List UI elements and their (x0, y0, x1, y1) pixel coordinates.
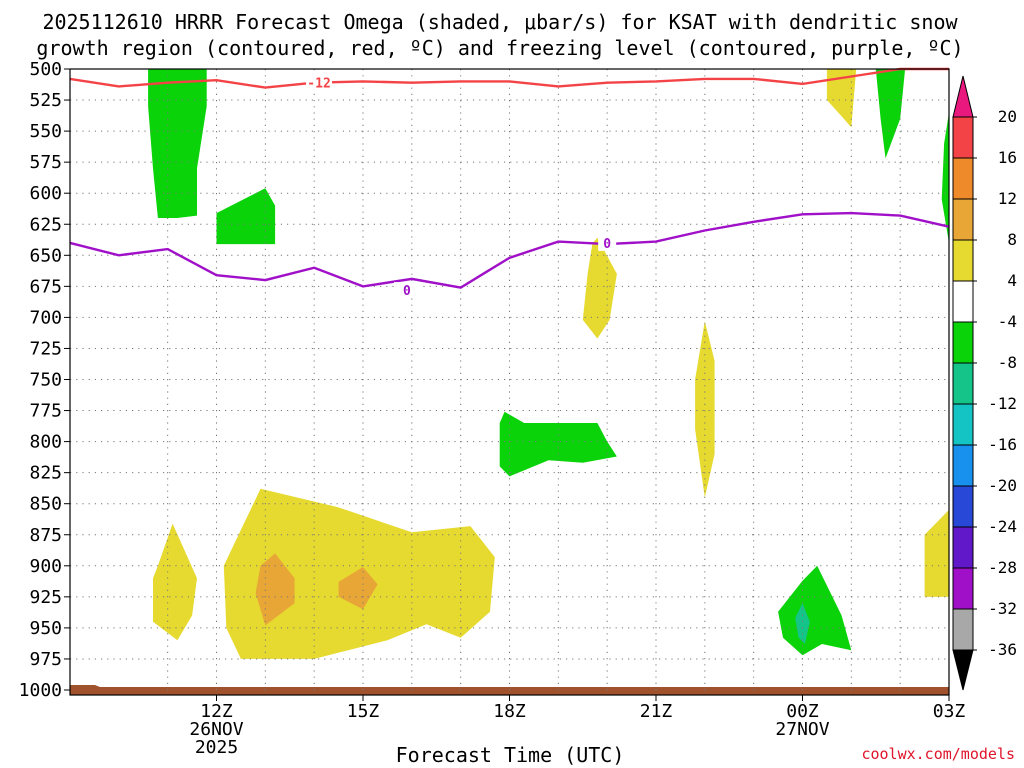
contour-layer: -12 0 0 (69, 67, 950, 299)
y-tick-label: 675 (29, 276, 62, 297)
freezing-line (69, 211, 950, 289)
dgz-line-label-bg (306, 74, 333, 91)
shaded-region-green-3 (499, 411, 617, 477)
colorbar-segment (952, 362, 974, 405)
colorbar-label: -4 (998, 312, 1017, 331)
shaded-region-yellow-3 (695, 321, 715, 498)
y-tick-label: 575 (29, 152, 62, 173)
y-tick-label: 975 (29, 649, 62, 670)
y-tick-label: 1000 (19, 680, 62, 701)
y-tick-label: 950 (29, 618, 62, 639)
credit-text: coolwx.com/models (861, 745, 1015, 763)
y-tick-label: 725 (29, 338, 62, 359)
colorbar-segment (952, 198, 974, 241)
shaded-region-green-6 (778, 565, 852, 656)
colorbar-label: 4 (1007, 271, 1017, 290)
x-tick-label: 21Z (640, 701, 673, 722)
chart-title-line-1: 2025112610 HRRR Forecast Omega (shaded, … (42, 10, 958, 34)
y-tick-label: 800 (29, 432, 62, 453)
freezing-line-label-bg (393, 282, 420, 299)
colorbar-label: 12 (998, 189, 1017, 208)
shaded-region-yellow-4 (153, 523, 197, 641)
shaded-region-teal-1 (795, 603, 810, 644)
y-tick-label: 850 (29, 494, 62, 515)
gridlines (70, 69, 950, 695)
x-tick-label: 18Z (493, 701, 526, 722)
colorbar-label: -24 (988, 517, 1017, 536)
colorbar-segment (952, 526, 974, 569)
colorbar-label: -28 (988, 558, 1017, 577)
colorbar-segment (952, 280, 974, 323)
colorbar-label: 8 (1007, 230, 1017, 249)
y-tick-label: 625 (29, 214, 62, 235)
colorbar-label: -36 (988, 640, 1017, 659)
y-tick-label: 875 (29, 525, 62, 546)
shaded-region-yellow-6 (924, 466, 949, 597)
y-tick-label: 700 (29, 307, 62, 328)
shaded-region-orange-2 (338, 567, 378, 610)
shaded-region-green-2 (216, 188, 276, 245)
dgz-line (69, 67, 949, 89)
colorbar-top-arrow (952, 75, 974, 118)
x-tick-label: 15Z (347, 701, 380, 722)
x-tick-label: 2025 (195, 737, 238, 758)
colorbar-segment (952, 321, 974, 364)
y-tick-label: 925 (29, 587, 62, 608)
x-tick-label: 12Z (200, 701, 233, 722)
shaded-region-yellow-2 (582, 237, 617, 339)
colorbar-segment (952, 485, 974, 528)
x-tick-label: 27NOV (775, 719, 829, 740)
chart-title-line-2: growth region (contoured, red, ºC) and f… (36, 36, 963, 60)
colorbar-segment (952, 116, 974, 159)
y-tick-label: 900 (29, 556, 62, 577)
colorbar-segment (952, 239, 974, 282)
x-tick-label: 00Z (786, 701, 819, 722)
freezing-line-label: 0 (403, 284, 411, 299)
colorbar: 20 16 12 8 4 -4 -8 -12 -16 -20 -24 -28 -32 -36 (952, 75, 1017, 691)
y-tick-label: 500 (29, 59, 62, 80)
shaded-region-green-5 (941, 69, 949, 243)
shaded-region-green-4 (875, 69, 906, 159)
freezing-line-label-2: 0 (603, 237, 611, 252)
y-tick-label: 775 (29, 401, 62, 422)
colorbar-label: -12 (988, 394, 1017, 413)
y-axis: 500 525 550 575 600 625 650 675 700 725 750 775 800 8… (19, 59, 70, 701)
colorbar-segment (952, 444, 974, 487)
y-tick-label: 825 (29, 463, 62, 484)
x-tick-label: 26NOV (189, 719, 243, 740)
dgz-line-label: -12 (307, 77, 330, 92)
y-tick-label: 600 (29, 183, 62, 204)
colorbar-label: 20 (998, 107, 1017, 126)
colorbar-label: -8 (998, 353, 1017, 372)
freezing-line-label-bg-2 (598, 234, 617, 251)
x-axis-label: Forecast Time (UTC) (396, 743, 625, 767)
colorbar-label: -32 (988, 599, 1017, 618)
colorbar-label: 16 (998, 148, 1017, 167)
y-tick-label: 750 (29, 370, 62, 391)
colorbar-segment (952, 157, 974, 200)
colorbar-segment (952, 608, 974, 651)
y-tick-label: 650 (29, 245, 62, 266)
y-tick-label: 525 (29, 90, 62, 111)
colorbar-segment (952, 567, 974, 610)
shaded-region-green-1 (133, 69, 207, 218)
shaded-region-yellow-1 (826, 69, 857, 128)
omega-shading-layer (133, 69, 949, 659)
colorbar-label: -16 (988, 435, 1017, 454)
colorbar-segment (952, 403, 974, 446)
colorbar-label: -20 (988, 476, 1017, 495)
x-tick-label: 03Z (933, 701, 966, 722)
colorbar-bottom-arrow (952, 649, 974, 691)
y-tick-label: 550 (29, 121, 62, 142)
